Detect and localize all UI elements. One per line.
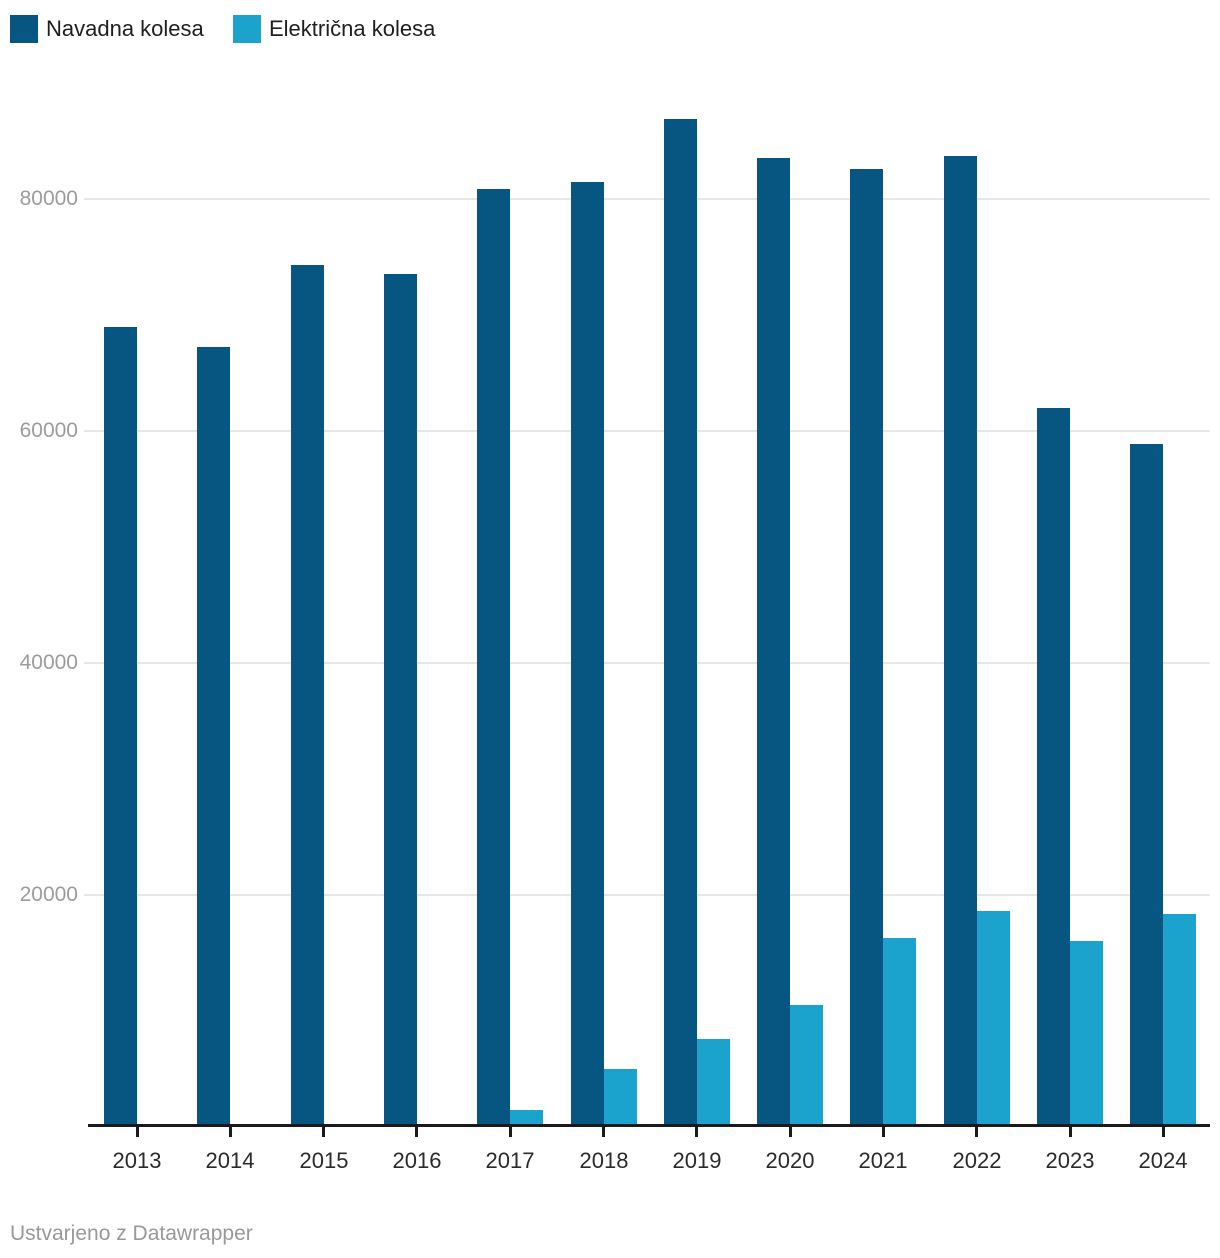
x-axis-tick-2017 — [509, 1124, 512, 1137]
bar-navadna-2015[interactable] — [291, 265, 324, 1127]
legend-label-navadna-kolesa: Navadna kolesa — [46, 16, 204, 41]
legend-swatch-elektricna-kolesa — [233, 15, 261, 43]
bar-navadna-2021[interactable] — [850, 169, 883, 1127]
gridline-80000 — [84, 198, 1210, 200]
x-axis-tick-2021 — [882, 1124, 885, 1137]
x-axis-tick-2024 — [1162, 1124, 1165, 1137]
y-axis-label-80000: 80000 — [19, 187, 78, 210]
y-axis-label-20000: 20000 — [19, 883, 78, 906]
x-axis-label-2015: 2015 — [299, 1148, 349, 1173]
x-axis-label-2018: 2018 — [579, 1148, 629, 1173]
x-axis-label-2020: 2020 — [765, 1148, 815, 1173]
bar-elektricna-2019[interactable] — [697, 1039, 730, 1127]
x-axis-label-2014: 2014 — [205, 1148, 255, 1173]
bar-elektricna-2023[interactable] — [1070, 941, 1103, 1127]
datawrapper-credit-link[interactable]: Ustvarjeno z Datawrapper — [10, 1222, 253, 1245]
bar-elektricna-2017[interactable] — [510, 1110, 543, 1127]
bar-navadna-2024[interactable] — [1130, 444, 1163, 1127]
x-axis-label-2021: 2021 — [858, 1148, 908, 1173]
x-axis-tick-2023 — [1069, 1124, 1072, 1137]
x-axis-label-2013: 2013 — [112, 1148, 162, 1173]
gridline-60000 — [84, 430, 1210, 432]
y-axis-label-40000: 40000 — [19, 651, 78, 674]
legend-swatch-navadna-kolesa — [10, 15, 38, 43]
x-axis-tick-2014 — [229, 1124, 232, 1137]
x-axis-tick-2016 — [415, 1124, 418, 1137]
x-axis-tick-2015 — [322, 1124, 325, 1137]
bar-navadna-2018[interactable] — [571, 182, 604, 1127]
x-axis-tick-2013 — [136, 1124, 139, 1137]
x-axis-tick-2020 — [789, 1124, 792, 1137]
x-axis-tick-2019 — [695, 1124, 698, 1137]
x-axis-label-2019: 2019 — [672, 1148, 722, 1173]
x-axis-label-2023: 2023 — [1045, 1148, 1095, 1173]
legend-item-navadna-kolesa: Navadna kolesa — [10, 15, 204, 43]
bar-elektricna-2020[interactable] — [790, 1005, 823, 1127]
legend-item-elektricna-kolesa: Električna kolesa — [233, 15, 435, 43]
bar-elektricna-2021[interactable] — [883, 938, 916, 1127]
legend-label-elektricna-kolesa: Električna kolesa — [269, 16, 436, 41]
x-axis-label-2017: 2017 — [485, 1148, 535, 1173]
gridline-40000 — [84, 662, 1210, 664]
bar-elektricna-2018[interactable] — [604, 1069, 637, 1127]
gridline-20000 — [84, 894, 1210, 896]
x-axis-baseline — [88, 1124, 1210, 1127]
x-axis-label-2022: 2022 — [952, 1148, 1002, 1173]
bar-navadna-2022[interactable] — [944, 156, 977, 1127]
legend: Navadna kolesa Električna kolesa — [0, 0, 1220, 60]
bar-navadna-2014[interactable] — [197, 347, 230, 1127]
bar-navadna-2017[interactable] — [477, 189, 510, 1127]
bar-navadna-2013[interactable] — [104, 327, 137, 1127]
bar-navadna-2023[interactable] — [1037, 408, 1070, 1127]
x-axis-tick-2022 — [975, 1124, 978, 1137]
bar-elektricna-2022[interactable] — [977, 911, 1010, 1127]
x-axis-label-2024: 2024 — [1138, 1148, 1188, 1173]
y-axis-label-60000: 60000 — [19, 419, 78, 442]
bar-navadna-2020[interactable] — [757, 158, 790, 1127]
bar-elektricna-2024[interactable] — [1163, 914, 1196, 1127]
x-axis-label-2016: 2016 — [392, 1148, 442, 1173]
x-axis-tick-2018 — [602, 1124, 605, 1137]
bar-navadna-2016[interactable] — [384, 274, 417, 1127]
bar-navadna-2019[interactable] — [664, 119, 697, 1127]
